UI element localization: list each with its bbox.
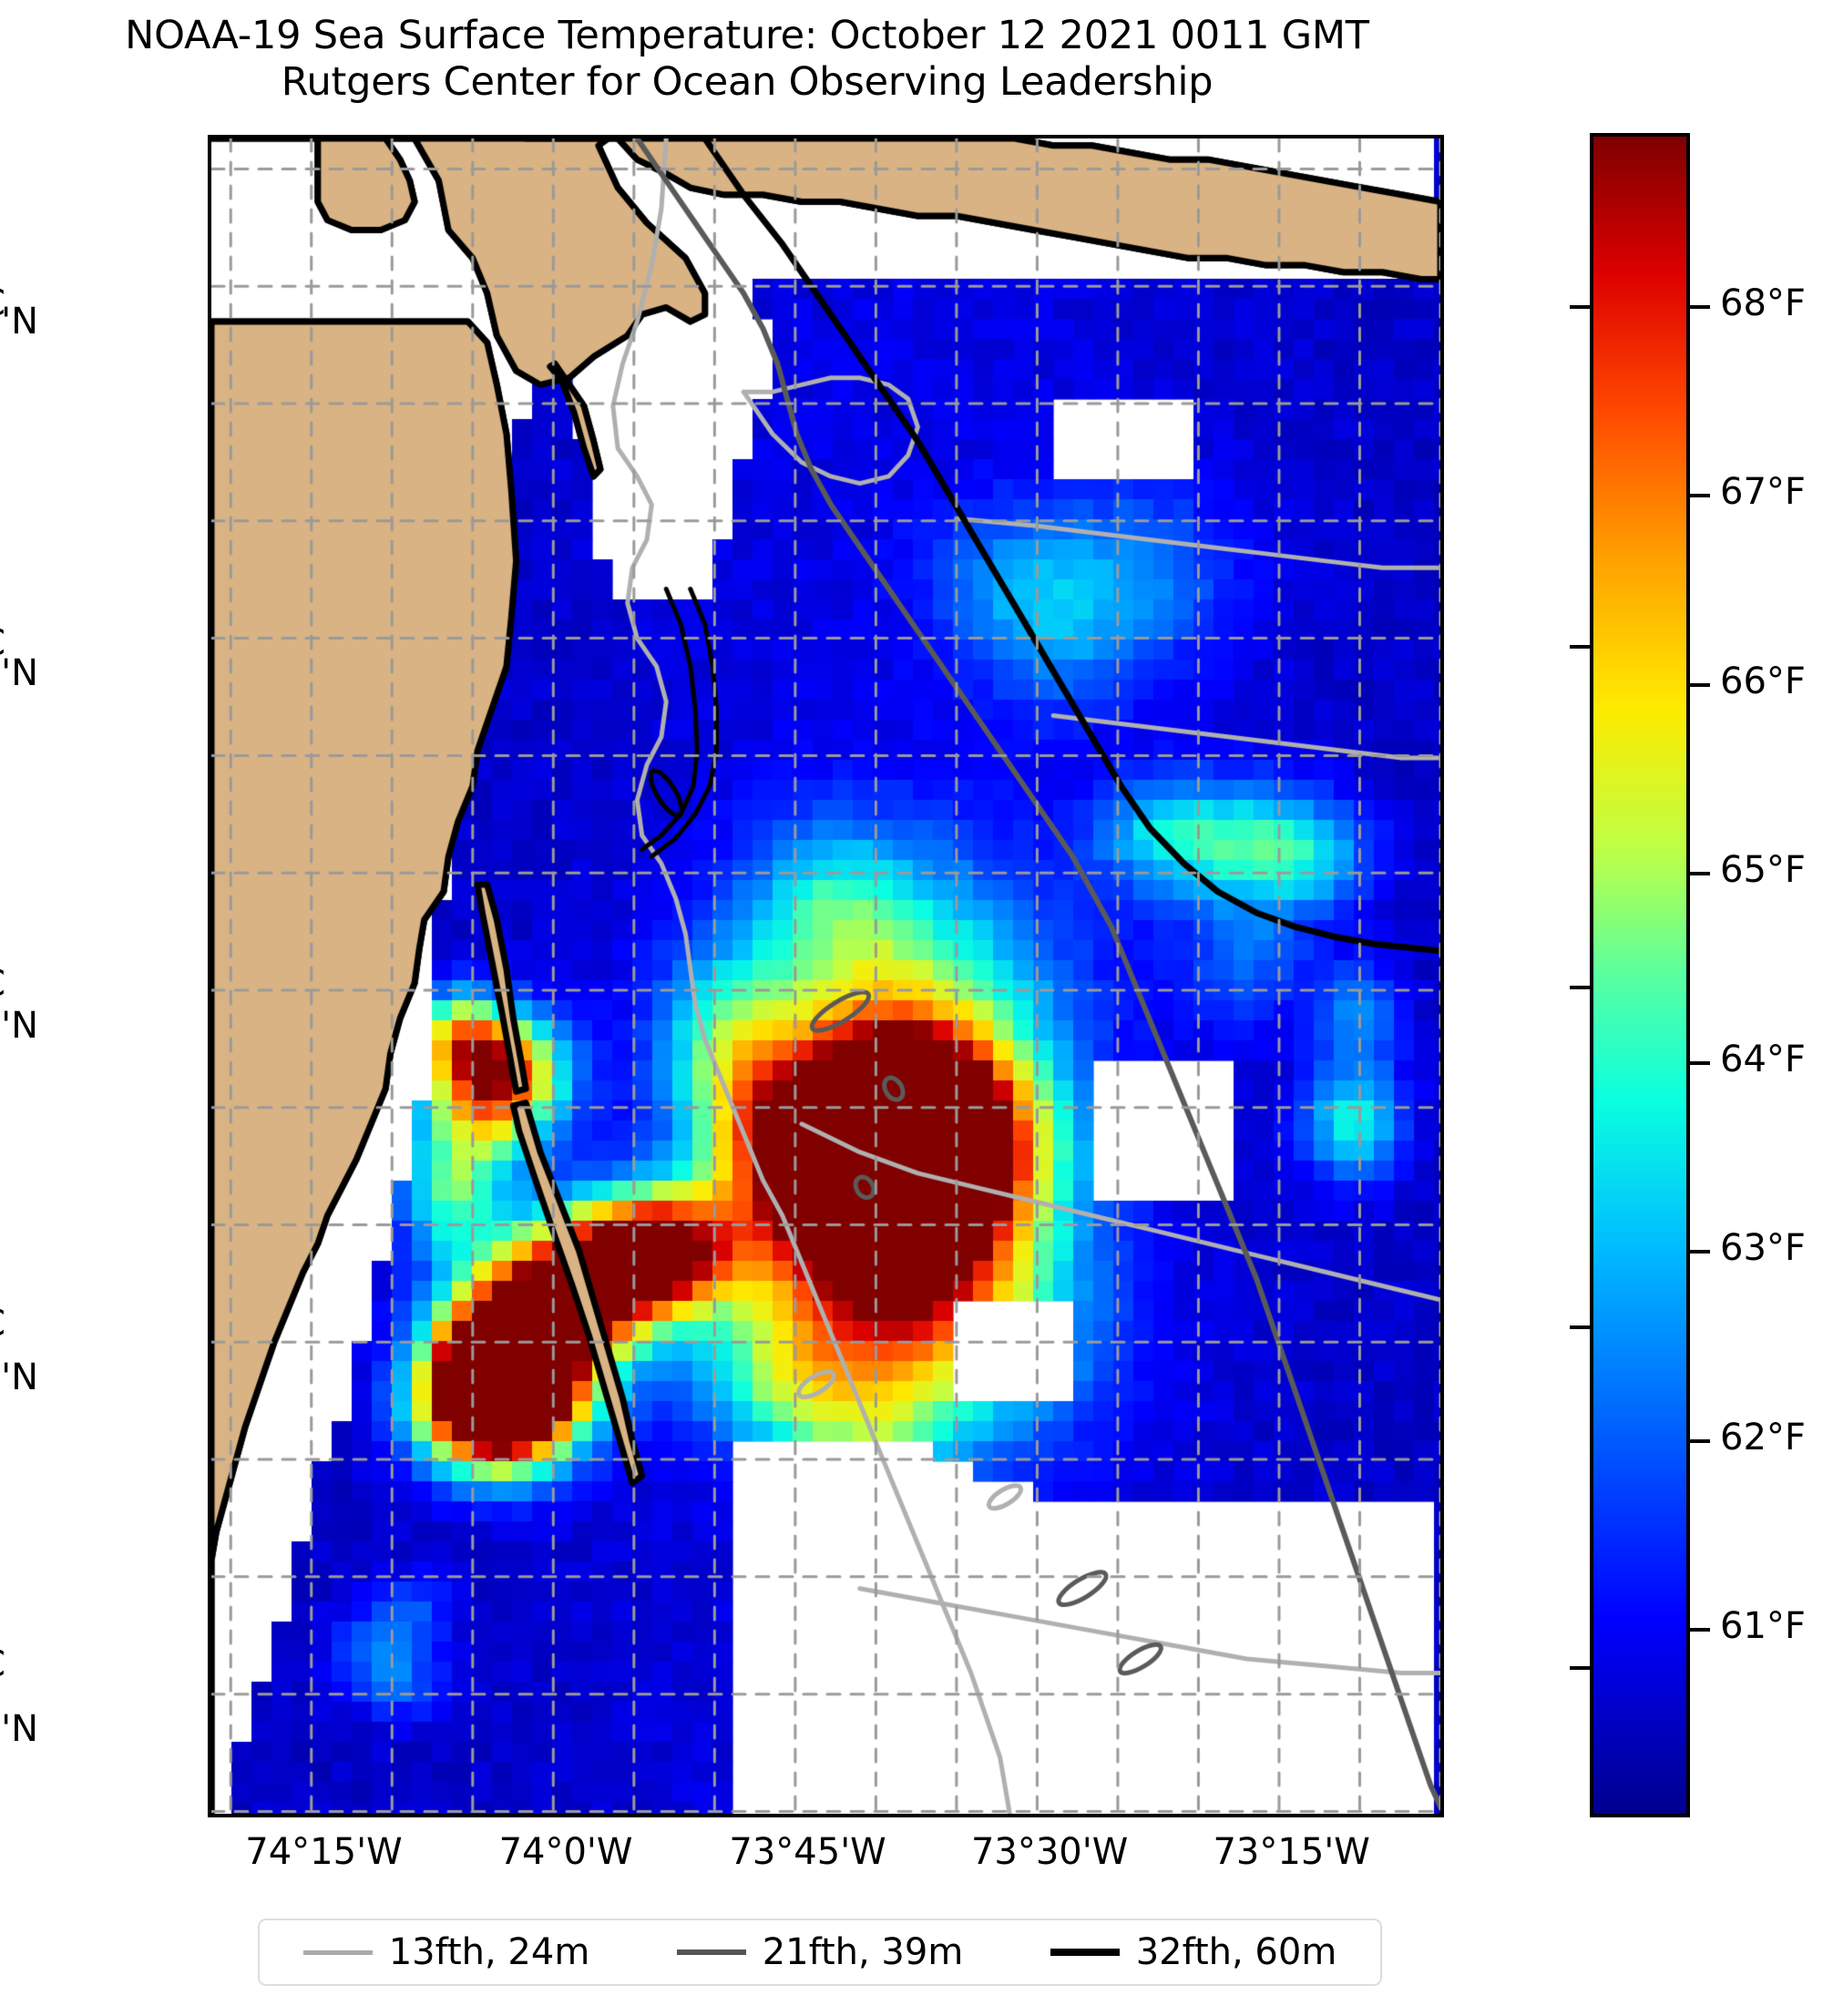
latitude-minor-tick [208, 1447, 211, 1448]
latitude-minor-tick [208, 391, 211, 393]
longitude-minor-tick [956, 1814, 958, 1817]
longitude-minor-tick [1117, 1814, 1119, 1817]
latitude-minor-tick [208, 508, 211, 510]
colorbar-fahrenheit-label: 61°F [1720, 1605, 1806, 1648]
colorbar-fahrenheit-label: 64°F [1720, 1038, 1806, 1080]
legend-label: 13fth, 24m [388, 1931, 590, 1973]
longitude-minor-tick [1278, 1814, 1280, 1817]
legend-item: 32fth, 60m [1050, 1931, 1337, 1973]
colorbar-gradient [1593, 137, 1686, 1814]
latitude-tick-mark [208, 321, 211, 323]
colorbar-fahrenheit-tick [1686, 872, 1710, 876]
colorbar-fahrenheit-tick [1686, 1060, 1710, 1065]
longitude-minor-tick [1358, 1814, 1360, 1817]
longitude-tick-label: 74°0'W [498, 1831, 633, 1873]
colorbar-fahrenheit-tick [1686, 1438, 1710, 1443]
colorbar-celsius-label: 17°C [0, 1303, 5, 1345]
colorbar-fahrenheit-tick [1686, 1628, 1710, 1632]
latitude-minor-tick [208, 743, 211, 745]
legend-line-swatch [676, 1949, 746, 1955]
longitude-tick-mark [1295, 1814, 1297, 1817]
bathymetry-legend: 13fth, 24m 21fth, 39m 32fth, 60m [258, 1919, 1382, 1986]
longitude-minor-tick [552, 1814, 554, 1817]
longitude-tick-mark [326, 1814, 329, 1817]
latitude-minor-tick [208, 977, 211, 979]
title-line-2: Rutgers Center for Ocean Observing Leade… [281, 58, 1214, 105]
colorbar-celsius-tick [1570, 304, 1593, 309]
chart-title: NOAA-19 Sea Surface Temperature: October… [0, 13, 1494, 105]
longitude-tick-label: 73°30'W [970, 1831, 1129, 1873]
latitude-tick-label: 39°30'N [0, 1708, 38, 1751]
colorbar-fahrenheit-tick [1686, 304, 1710, 309]
colorbar-celsius-label: 19°C [0, 622, 5, 664]
latitude-tick-label: 39°45'N [0, 1356, 38, 1398]
legend-item: 13fth, 24m [302, 1931, 590, 1973]
latitude-minor-tick [208, 1329, 211, 1331]
longitude-minor-tick [1197, 1814, 1199, 1817]
legend-item: 21fth, 39m [676, 1931, 964, 1973]
longitude-minor-tick [1036, 1814, 1038, 1817]
colorbar-celsius-tick [1570, 1325, 1593, 1330]
latitude-tick-label: 40°15'N [0, 652, 38, 695]
latitude-tick-label: 40°0'N [0, 1004, 38, 1047]
latitude-tick-label: 40°30'N [0, 300, 38, 343]
longitude-minor-tick [230, 1814, 231, 1817]
colorbar-fahrenheit-label: 65°F [1720, 849, 1806, 892]
legend-line-swatch [1050, 1949, 1120, 1956]
legend-line-swatch [302, 1949, 373, 1955]
latitude-minor-tick [208, 1799, 211, 1801]
latitude-minor-tick [208, 1564, 211, 1566]
longitude-minor-tick [391, 1814, 393, 1817]
latitude-minor-tick [208, 1682, 211, 1683]
latitude-tick-mark [208, 672, 211, 675]
colorbar-celsius-tick [1570, 985, 1593, 989]
colorbar-celsius-tick [1570, 1665, 1593, 1670]
title-line-1: NOAA-19 Sea Surface Temperature: October… [125, 13, 1369, 58]
colorbar-celsius-label: 20°C [0, 282, 5, 324]
longitude-minor-tick [794, 1814, 796, 1817]
longitude-minor-tick [472, 1814, 474, 1817]
longitude-tick-mark [1052, 1814, 1055, 1817]
longitude-minor-tick [713, 1814, 715, 1817]
longitude-tick-mark [568, 1814, 571, 1817]
latitude-minor-tick [208, 1213, 211, 1214]
latitude-minor-tick [208, 860, 211, 862]
latitude-tick-mark [208, 1025, 211, 1028]
longitude-tick-mark [811, 1814, 814, 1817]
longitude-tick-label: 73°15'W [1213, 1831, 1370, 1873]
longitude-minor-tick [875, 1814, 876, 1817]
longitude-tick-label: 73°45'W [729, 1831, 886, 1873]
colorbar-fahrenheit-tick [1686, 682, 1710, 687]
colorbar-celsius-tick [1570, 645, 1593, 650]
colorbar-fahrenheit-label: 63°F [1720, 1227, 1806, 1270]
temperature-colorbar [1570, 133, 1710, 1817]
colorbar-fahrenheit-label: 68°F [1720, 281, 1806, 324]
longitude-minor-tick [633, 1814, 635, 1817]
colorbar-celsius-label: 18°C [0, 963, 5, 1005]
longitude-minor-tick [311, 1814, 312, 1817]
sst-heatmap-canvas [211, 138, 1440, 1814]
latitude-minor-tick [208, 1095, 211, 1097]
colorbar-fahrenheit-tick [1686, 494, 1710, 498]
longitude-tick-label: 74°15'W [245, 1831, 403, 1873]
sst-map-axes [208, 135, 1444, 1817]
latitude-minor-tick [208, 157, 211, 159]
legend-label: 21fth, 39m [762, 1931, 964, 1973]
latitude-minor-tick [208, 273, 211, 275]
latitude-tick-mark [208, 1728, 211, 1731]
colorbar-fahrenheit-tick [1686, 1250, 1710, 1254]
latitude-tick-mark [208, 1376, 211, 1379]
colorbar-celsius-label: 16°C [0, 1643, 5, 1685]
colorbar-fahrenheit-label: 62°F [1720, 1416, 1806, 1458]
legend-label: 32fth, 60m [1135, 1931, 1337, 1973]
colorbar-fahrenheit-label: 67°F [1720, 471, 1806, 514]
longitude-minor-tick [1439, 1814, 1441, 1817]
colorbar-fahrenheit-label: 66°F [1720, 660, 1806, 702]
latitude-minor-tick [208, 626, 211, 628]
